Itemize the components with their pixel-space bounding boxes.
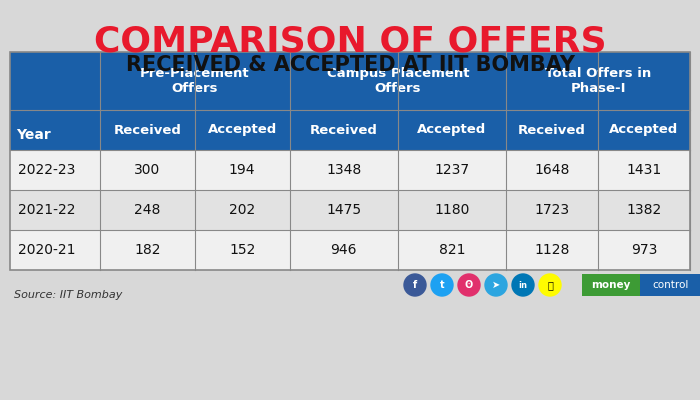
Bar — [398, 110, 506, 150]
Circle shape — [404, 274, 426, 296]
Bar — [506, 52, 690, 110]
Bar — [290, 52, 506, 110]
Text: f: f — [413, 280, 417, 290]
Bar — [10, 52, 100, 150]
Text: 152: 152 — [229, 243, 256, 257]
Text: Received: Received — [113, 124, 181, 136]
Circle shape — [431, 274, 453, 296]
Bar — [10, 150, 690, 190]
Bar — [10, 190, 690, 230]
Text: in: in — [519, 280, 528, 290]
Bar — [582, 274, 640, 296]
Circle shape — [512, 274, 534, 296]
Text: Received: Received — [310, 124, 378, 136]
Text: 👻: 👻 — [547, 280, 553, 290]
Text: 1431: 1431 — [626, 163, 662, 177]
Text: 1382: 1382 — [626, 203, 662, 217]
Bar — [100, 110, 195, 150]
Text: 1180: 1180 — [435, 203, 470, 217]
Bar — [506, 110, 598, 150]
Circle shape — [458, 274, 480, 296]
Text: t: t — [440, 280, 444, 290]
Text: ʘ: ʘ — [465, 280, 473, 290]
Text: Source: IIT Bombay: Source: IIT Bombay — [14, 290, 122, 300]
Text: ➤: ➤ — [492, 280, 500, 290]
Text: 1648: 1648 — [535, 163, 570, 177]
Circle shape — [485, 274, 507, 296]
Text: 1723: 1723 — [535, 203, 570, 217]
Text: Accepted: Accepted — [610, 124, 679, 136]
Text: 2022-23: 2022-23 — [18, 163, 76, 177]
Text: money: money — [591, 280, 631, 290]
Text: 248: 248 — [134, 203, 160, 217]
Text: 946: 946 — [330, 243, 357, 257]
Bar — [10, 52, 690, 270]
Text: 1237: 1237 — [435, 163, 470, 177]
Text: COMPARISON OF OFFERS: COMPARISON OF OFFERS — [94, 25, 606, 59]
Text: Pre-Placement
Offers: Pre-Placement Offers — [140, 67, 250, 95]
Text: Received: Received — [518, 124, 586, 136]
Text: 821: 821 — [439, 243, 466, 257]
Bar — [598, 110, 690, 150]
Circle shape — [539, 274, 561, 296]
Text: 1348: 1348 — [326, 163, 361, 177]
Text: Campus Placement
Offers: Campus Placement Offers — [327, 67, 469, 95]
Text: 194: 194 — [229, 163, 256, 177]
Text: 1128: 1128 — [535, 243, 570, 257]
Text: Total Offers in
Phase-I: Total Offers in Phase-I — [545, 67, 651, 95]
Bar — [100, 52, 290, 110]
Text: 973: 973 — [631, 243, 657, 257]
Text: Accepted: Accepted — [207, 124, 276, 136]
Text: 2020-21: 2020-21 — [18, 243, 76, 257]
Text: Accepted: Accepted — [417, 124, 486, 136]
Text: 182: 182 — [134, 243, 160, 257]
Bar — [640, 274, 700, 296]
Bar — [10, 230, 690, 270]
Text: 1475: 1475 — [326, 203, 361, 217]
Text: 2021-22: 2021-22 — [18, 203, 76, 217]
Bar — [195, 110, 290, 150]
Text: 300: 300 — [134, 163, 160, 177]
Bar — [290, 110, 398, 150]
Text: control: control — [652, 280, 689, 290]
Text: 202: 202 — [229, 203, 256, 217]
Text: Year: Year — [16, 128, 50, 142]
Text: RECEIVED & ACCEPTED AT IIT BOMBAY: RECEIVED & ACCEPTED AT IIT BOMBAY — [125, 55, 575, 75]
